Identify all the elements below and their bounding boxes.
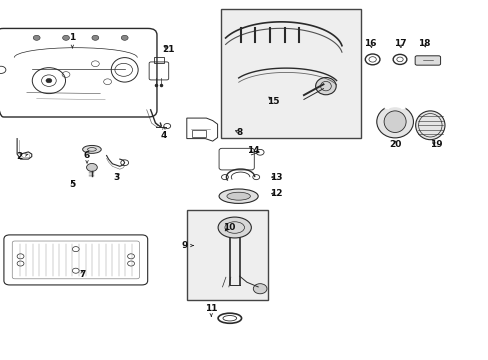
Ellipse shape [376, 105, 412, 138]
Text: 10: 10 [222, 223, 235, 232]
Text: 3: 3 [113, 173, 119, 181]
Bar [154, 57, 163, 63]
Text: 18: 18 [417, 40, 430, 49]
Circle shape [253, 284, 266, 294]
Text: 17: 17 [393, 40, 406, 49]
FancyBboxPatch shape [414, 56, 440, 65]
Circle shape [92, 35, 99, 40]
Bar [221, 9, 360, 138]
Ellipse shape [218, 217, 251, 238]
Text: 19: 19 [429, 140, 442, 149]
Text: 6: 6 [84, 151, 90, 163]
Circle shape [86, 163, 97, 171]
Text: 8: 8 [235, 128, 242, 137]
Bar [186, 210, 267, 300]
Ellipse shape [219, 189, 258, 203]
Text: 14: 14 [246, 146, 259, 155]
Text: 13: 13 [269, 173, 282, 181]
Ellipse shape [415, 111, 444, 140]
Text: 4: 4 [160, 127, 167, 139]
Bar [191, 130, 206, 137]
Text: 9: 9 [181, 241, 193, 250]
Circle shape [46, 78, 52, 83]
Text: 21: 21 [162, 45, 175, 54]
Text: 12: 12 [269, 189, 282, 198]
Circle shape [62, 35, 69, 40]
Text: 5: 5 [69, 180, 75, 189]
Ellipse shape [82, 145, 101, 153]
Ellipse shape [384, 111, 405, 132]
Text: 2: 2 [17, 152, 28, 161]
Text: 15: 15 [266, 97, 279, 106]
Text: 20: 20 [388, 140, 401, 149]
Circle shape [121, 35, 128, 40]
Ellipse shape [226, 192, 250, 200]
Text: 7: 7 [79, 270, 85, 279]
Ellipse shape [315, 77, 336, 95]
Text: 1: 1 [69, 33, 75, 48]
Text: 11: 11 [204, 305, 217, 316]
Text: 16: 16 [364, 40, 376, 49]
Circle shape [33, 35, 40, 40]
